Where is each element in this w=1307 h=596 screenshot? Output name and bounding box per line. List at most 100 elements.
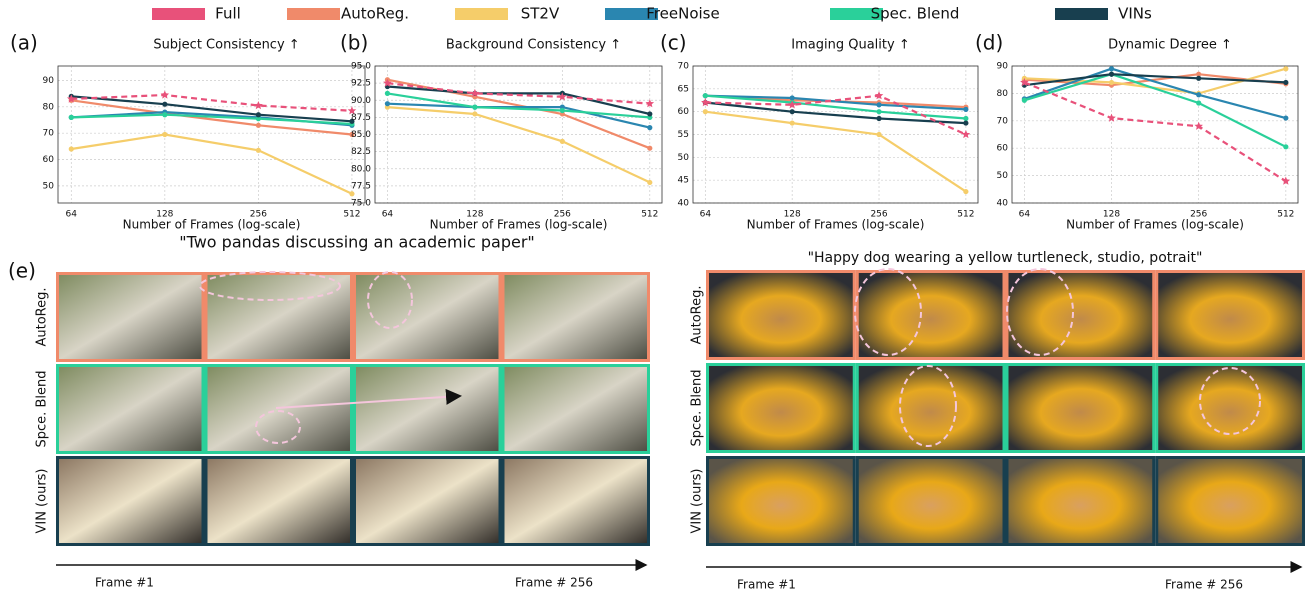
x-axis-label: Number of Frames (log-scale)	[123, 218, 301, 232]
x-tick-label: 64	[700, 210, 712, 220]
chart-title: Imaging Quality ↑	[791, 38, 909, 53]
series-line	[387, 104, 649, 128]
point-marker	[256, 148, 261, 153]
point-marker	[647, 146, 652, 151]
chart-title: Background Consistency ↑	[446, 38, 621, 53]
x-axis-label: Number of Frames (log-scale)	[1066, 218, 1244, 232]
legend-swatch	[287, 8, 340, 20]
point-marker	[1109, 66, 1114, 71]
y-tick-label: 80.0	[351, 164, 371, 174]
legend-swatch	[455, 8, 508, 20]
x-tick-label: 64	[382, 210, 394, 220]
point-marker	[703, 93, 708, 98]
point-marker	[256, 123, 261, 128]
y-tick-label: 65	[678, 84, 689, 94]
frame-image	[206, 274, 352, 361]
y-tick-label: 95.0	[351, 62, 371, 72]
point-marker	[1196, 76, 1201, 81]
chart-title: Dynamic Degree ↑	[1108, 38, 1232, 53]
y-tick-label: 70	[43, 129, 55, 139]
frame-image	[503, 458, 649, 545]
y-tick-label: 90.0	[351, 96, 371, 106]
y-tick-label: 92.5	[351, 79, 371, 89]
y-tick-label: 90	[43, 76, 55, 86]
y-tick-label: 87.5	[351, 113, 371, 123]
y-tick-label: 40	[997, 199, 1009, 209]
frame-image	[206, 458, 352, 545]
frame-image	[708, 272, 855, 359]
frame-image	[503, 274, 649, 361]
point-marker	[1022, 98, 1027, 103]
frame-image	[58, 366, 204, 453]
point-marker	[385, 101, 390, 106]
row-label: VIN (ours)	[690, 468, 705, 533]
series-line	[1024, 82, 1285, 181]
legend-label: Spec. Blend	[871, 5, 960, 23]
point-marker	[560, 108, 565, 113]
y-tick-label: 70	[997, 116, 1009, 126]
point-marker	[963, 107, 968, 112]
panel-label: (a)	[10, 31, 38, 55]
panel-label: (e)	[8, 259, 36, 283]
point-marker	[963, 120, 968, 125]
y-tick-label: 85.0	[351, 130, 371, 140]
frame-image	[1157, 458, 1304, 545]
plot-frame	[1012, 66, 1298, 203]
plot-frame	[58, 66, 365, 203]
point-marker	[647, 125, 652, 130]
x-tick-label: 512	[957, 210, 974, 220]
frame-image	[1157, 272, 1304, 359]
y-tick-label: 75.0	[351, 199, 371, 209]
row-label: Spce. Blend	[690, 370, 705, 447]
panel-label: (c)	[660, 31, 687, 55]
frame-end: Frame # 256	[515, 576, 593, 590]
figure: (e) FullAutoReg.ST2VFreeNoiseSpec. Blend…	[0, 0, 1307, 592]
frame-end: Frame # 256	[1165, 578, 1243, 592]
point-marker	[349, 191, 354, 196]
frame-image	[355, 458, 501, 545]
point-marker	[385, 91, 390, 96]
y-tick-label: 50	[43, 181, 55, 191]
y-tick-label: 50	[997, 171, 1009, 181]
frame-image	[708, 365, 855, 452]
point-marker	[1196, 92, 1201, 97]
point-marker	[790, 95, 795, 100]
point-marker	[703, 109, 708, 114]
x-tick-label: 64	[1019, 210, 1031, 220]
frame-image	[58, 274, 204, 361]
series-line	[71, 135, 352, 194]
point-marker	[1283, 115, 1288, 120]
frame-image	[1007, 272, 1154, 359]
row-label: VIN (ours)	[35, 468, 50, 533]
legend-label: AutoReg.	[341, 5, 409, 23]
frame-image	[708, 458, 855, 545]
point-marker	[963, 116, 968, 121]
point-marker	[876, 109, 881, 114]
point-marker	[256, 112, 261, 117]
y-tick-label: 82.5	[351, 147, 371, 157]
frame-image	[857, 272, 1004, 359]
legend-swatch	[152, 8, 205, 20]
row-label: AutoReg.	[690, 285, 705, 344]
point-marker	[1283, 144, 1288, 149]
prompt: "Two pandas discussing an academic paper…	[179, 233, 535, 252]
y-tick-label: 77.5	[351, 181, 371, 191]
chart-title: Subject Consistency ↑	[153, 38, 299, 53]
frame-image	[355, 366, 501, 453]
point-marker	[69, 115, 74, 120]
y-tick-label: 60	[678, 107, 690, 117]
point-marker	[472, 111, 477, 116]
frame-start: Frame #1	[95, 576, 154, 590]
point-marker	[647, 111, 652, 116]
x-tick-label: 64	[66, 210, 78, 220]
frame-image	[857, 458, 1004, 545]
legend-label: VINs	[1118, 5, 1152, 23]
frame-image	[1007, 458, 1154, 545]
point-marker	[962, 130, 971, 138]
legend-label: ST2V	[521, 5, 560, 23]
y-tick-label: 90	[997, 62, 1009, 72]
y-tick-label: 60	[997, 144, 1009, 154]
panel-label: (d)	[975, 31, 1003, 55]
panel-label: (b)	[340, 31, 368, 55]
point-marker	[790, 120, 795, 125]
